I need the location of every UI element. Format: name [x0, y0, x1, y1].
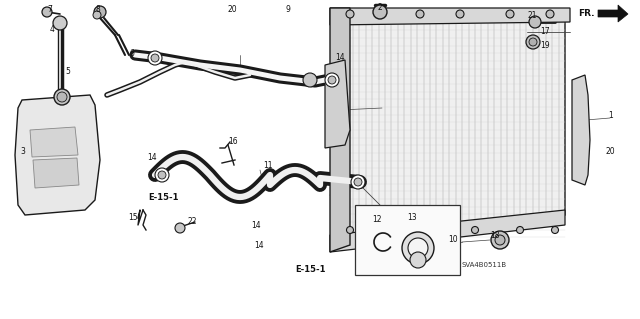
- Text: 15: 15: [128, 213, 138, 222]
- Text: 12: 12: [372, 216, 381, 225]
- Circle shape: [410, 252, 426, 268]
- Text: 7: 7: [47, 4, 52, 13]
- Text: 19: 19: [540, 41, 550, 49]
- Text: 10: 10: [448, 235, 458, 244]
- Text: E-15-1: E-15-1: [295, 265, 326, 275]
- Circle shape: [472, 226, 479, 234]
- Circle shape: [354, 178, 362, 186]
- Text: 16: 16: [228, 137, 237, 146]
- Text: 14: 14: [251, 220, 260, 229]
- Circle shape: [373, 5, 387, 19]
- Circle shape: [351, 175, 365, 189]
- Circle shape: [387, 226, 394, 234]
- Circle shape: [408, 238, 428, 258]
- Text: 8: 8: [95, 4, 100, 13]
- Text: 6: 6: [130, 49, 135, 58]
- Text: 14: 14: [147, 153, 157, 162]
- Polygon shape: [572, 75, 590, 185]
- Circle shape: [346, 10, 354, 18]
- Text: 17: 17: [540, 27, 550, 36]
- Text: E-15-1: E-15-1: [148, 194, 179, 203]
- Circle shape: [402, 232, 434, 264]
- Polygon shape: [15, 95, 100, 215]
- Circle shape: [54, 89, 70, 105]
- Text: 4: 4: [50, 26, 55, 34]
- Text: 13: 13: [407, 213, 417, 222]
- Circle shape: [42, 7, 52, 17]
- FancyBboxPatch shape: [355, 205, 460, 275]
- Circle shape: [516, 226, 524, 234]
- Circle shape: [526, 35, 540, 49]
- Polygon shape: [340, 10, 565, 245]
- Circle shape: [495, 235, 505, 245]
- Text: 20: 20: [228, 4, 237, 13]
- Polygon shape: [30, 127, 78, 157]
- Polygon shape: [325, 60, 350, 148]
- Circle shape: [53, 16, 67, 30]
- Circle shape: [328, 76, 336, 84]
- Text: 22: 22: [188, 218, 198, 226]
- Circle shape: [376, 10, 384, 18]
- Text: 18: 18: [490, 231, 499, 240]
- Text: 5: 5: [65, 68, 70, 77]
- Circle shape: [151, 54, 159, 62]
- Text: 1: 1: [608, 110, 612, 120]
- Circle shape: [456, 10, 464, 18]
- Circle shape: [529, 38, 537, 46]
- Circle shape: [93, 11, 101, 19]
- Circle shape: [426, 226, 433, 234]
- Circle shape: [346, 226, 353, 234]
- Text: 3: 3: [20, 147, 25, 157]
- Polygon shape: [33, 158, 79, 188]
- Text: SVA4B0511B: SVA4B0511B: [462, 262, 507, 268]
- Circle shape: [303, 73, 317, 87]
- Text: 2: 2: [378, 4, 383, 12]
- Polygon shape: [330, 8, 350, 252]
- Circle shape: [155, 168, 169, 182]
- Circle shape: [552, 226, 559, 234]
- Text: FR.: FR.: [578, 9, 595, 18]
- Circle shape: [529, 16, 541, 28]
- Text: 9: 9: [285, 5, 290, 14]
- Circle shape: [175, 223, 185, 233]
- Text: 14: 14: [335, 54, 344, 63]
- Text: 21: 21: [528, 11, 538, 20]
- Text: 11: 11: [263, 160, 273, 169]
- Circle shape: [148, 51, 162, 65]
- Circle shape: [546, 10, 554, 18]
- Polygon shape: [330, 8, 570, 25]
- Text: 14: 14: [254, 241, 264, 249]
- Polygon shape: [330, 210, 565, 252]
- Polygon shape: [598, 5, 628, 22]
- Text: 20: 20: [605, 147, 614, 157]
- Circle shape: [506, 10, 514, 18]
- Circle shape: [416, 10, 424, 18]
- Circle shape: [325, 73, 339, 87]
- Circle shape: [491, 231, 509, 249]
- Circle shape: [158, 171, 166, 179]
- Circle shape: [94, 6, 106, 18]
- Circle shape: [57, 92, 67, 102]
